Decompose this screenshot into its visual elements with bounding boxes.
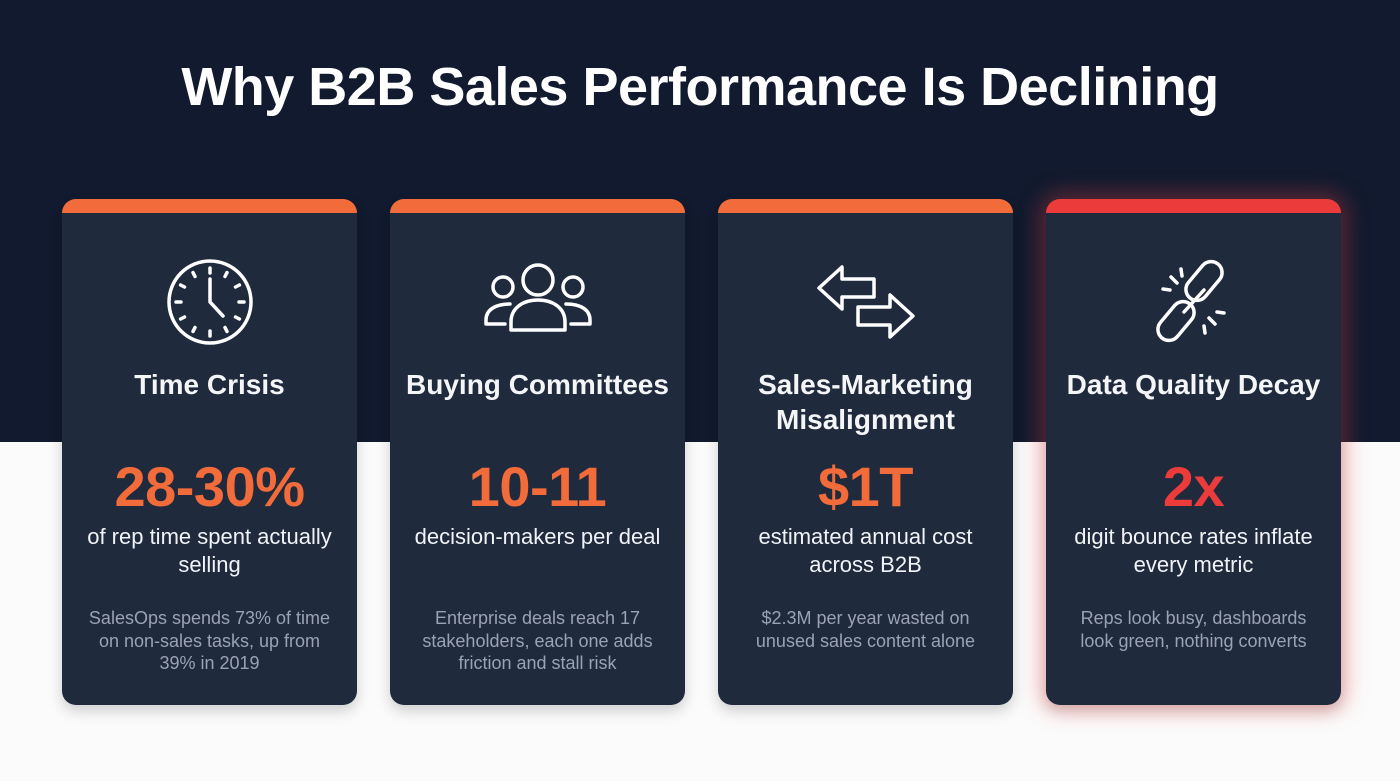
card-data-quality-decay: Data Quality Decay 2x digit bounce rates… [1046, 199, 1341, 705]
stat-label: of rep time spent actually selling [87, 524, 332, 577]
detail-text: SalesOps spends 73% of time on non-sales… [88, 608, 331, 673]
detail-text: Reps look busy, dashboards look green, n… [1080, 608, 1307, 651]
stat-value: 28-30% [114, 455, 305, 518]
card-sales-marketing-misalignment: Sales-Marketing Misalignment $1T estimat… [718, 199, 1013, 705]
stat-label: estimated annual cost across B2B [758, 524, 973, 577]
people-group-icon [390, 257, 685, 347]
stat-value: 10-11 [468, 455, 607, 518]
card-buying-committees: Buying Committees 10-11 decision-makers … [390, 199, 685, 705]
detail-text: Enterprise deals reach 17 stakeholders, … [422, 608, 653, 673]
accent-bar [62, 199, 357, 213]
card-time-crisis: Time Crisis 28-30% of rep time spent act… [62, 199, 357, 705]
stat-label: digit bounce rates inflate every metric [1074, 524, 1313, 577]
accent-bar [718, 199, 1013, 213]
stat-label: decision-makers per deal [414, 524, 661, 549]
stat-value: 2x [1162, 455, 1225, 518]
stat-value: $1T [818, 455, 914, 518]
card-title: Data Quality Decay [1066, 369, 1321, 400]
card-title: Sales-Marketing Misalignment [758, 369, 973, 435]
swap-arrows-icon [718, 257, 1013, 347]
accent-bar [1046, 199, 1341, 213]
accent-bar [390, 199, 685, 213]
detail-text: $2.3M per year wasted on unused sales co… [755, 608, 976, 651]
clock-icon [62, 257, 357, 347]
broken-link-icon [1046, 257, 1341, 347]
card-title: Buying Committees [406, 369, 669, 400]
page-title: Why B2B Sales Performance Is Declining [181, 57, 1219, 117]
card-title: Time Crisis [134, 369, 285, 400]
